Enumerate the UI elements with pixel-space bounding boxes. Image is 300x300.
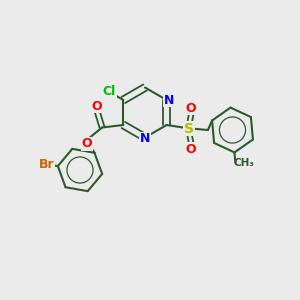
- Text: O: O: [186, 102, 196, 115]
- Text: S: S: [184, 122, 194, 136]
- Text: Br: Br: [39, 158, 55, 171]
- Text: N: N: [164, 94, 174, 106]
- Text: Cl: Cl: [103, 85, 116, 98]
- Text: O: O: [92, 100, 102, 113]
- Text: O: O: [186, 143, 196, 156]
- Text: O: O: [82, 137, 92, 150]
- Text: CH₃: CH₃: [234, 158, 255, 168]
- Text: N: N: [140, 132, 150, 145]
